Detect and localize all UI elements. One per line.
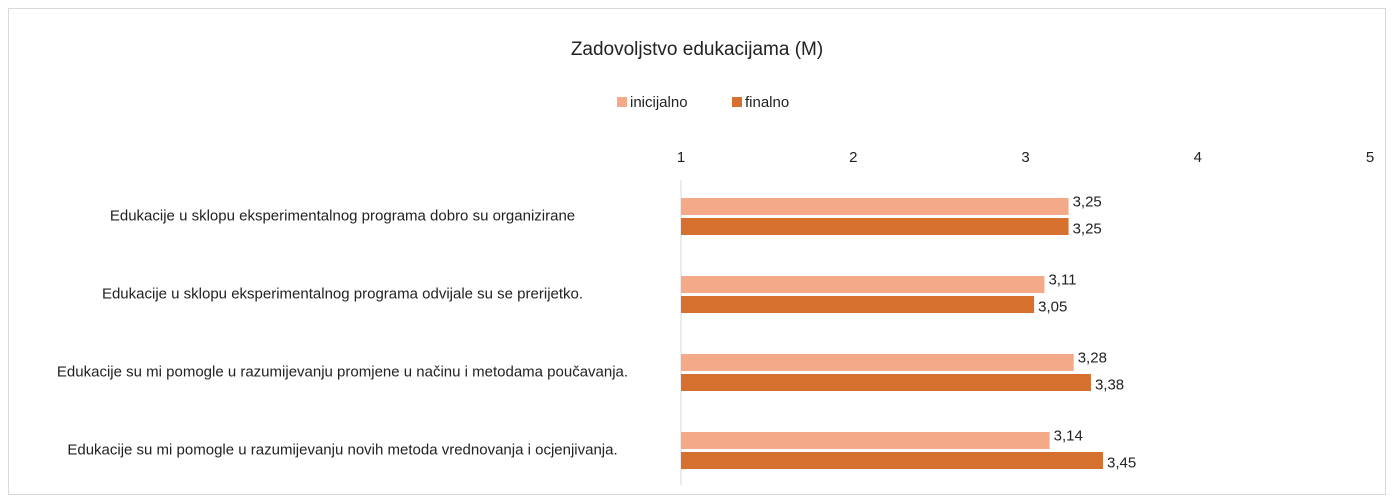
- data-label: 3,14: [1054, 427, 1083, 444]
- x-tick-label: 5: [1366, 149, 1374, 166]
- bar: [681, 374, 1091, 391]
- data-label: 3,45: [1107, 454, 1136, 471]
- bar: [681, 296, 1035, 313]
- chart-title: Zadovoljstvo edukacijama (M): [571, 39, 823, 60]
- data-label: 3,11: [1048, 271, 1076, 288]
- bar: [681, 354, 1074, 371]
- chart-border: [8, 8, 1386, 495]
- bar: [681, 198, 1069, 215]
- data-label: 3,25: [1073, 193, 1102, 210]
- category-label: Edukacije su mi pomogle u razumijevanju …: [56, 363, 629, 381]
- bar: [681, 452, 1104, 469]
- data-label: 3,05: [1038, 298, 1067, 315]
- data-label: 3,25: [1073, 220, 1102, 237]
- category-label: Edukacije u sklopu eksperimentalnog prog…: [109, 207, 576, 225]
- x-tick-label: 1: [677, 149, 685, 166]
- data-label: 3,38: [1095, 376, 1124, 393]
- legend-swatch: [617, 97, 627, 107]
- legend-label: finalno: [745, 94, 789, 111]
- category-label: Edukacije u sklopu eksperimentalnog prog…: [101, 285, 584, 303]
- bar: [681, 432, 1050, 449]
- x-tick-label: 4: [1194, 149, 1202, 166]
- legend-swatch: [732, 97, 742, 107]
- bar: [681, 218, 1069, 235]
- data-label: 3,28: [1078, 349, 1107, 366]
- legend-label: inicijalno: [630, 94, 688, 111]
- category-label: Edukacije su mi pomogle u razumijevanju …: [67, 441, 618, 459]
- x-tick-label: 2: [849, 149, 857, 166]
- x-tick-label: 3: [1021, 149, 1029, 166]
- bar: [681, 276, 1045, 293]
